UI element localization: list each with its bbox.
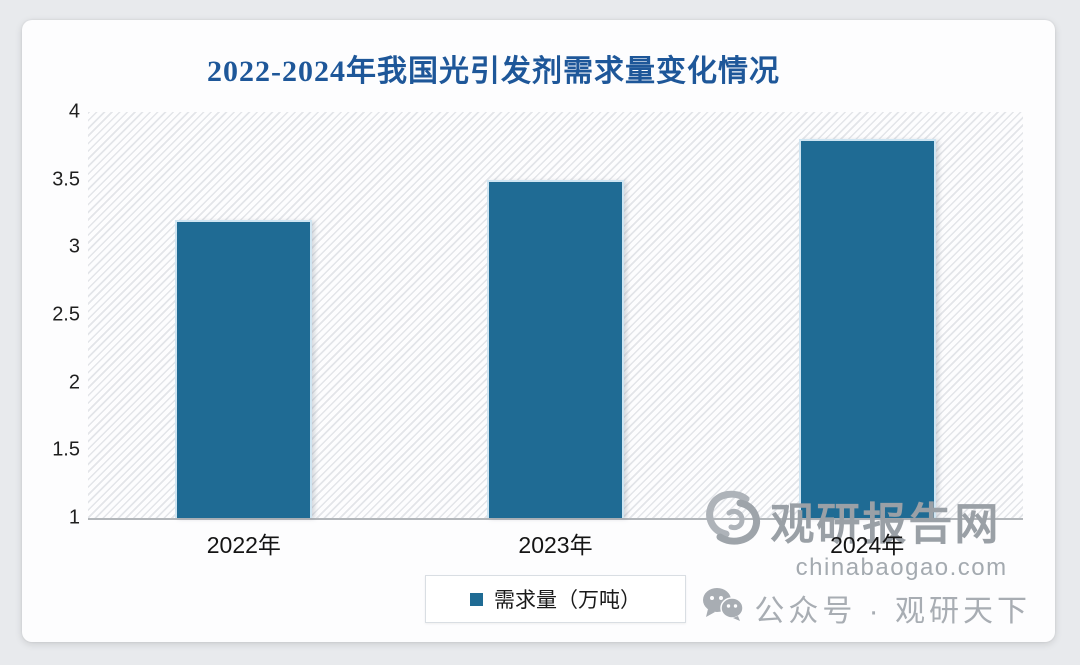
watermark-brand-domain: chinabaogao.com bbox=[795, 554, 1008, 581]
wechat-icon bbox=[702, 587, 745, 629]
y-tick-label: 2.5 bbox=[52, 303, 80, 326]
brand-logo-icon bbox=[702, 489, 764, 552]
x-axis: 2022年 2023年 2024年 bbox=[88, 526, 1023, 560]
bar-slot bbox=[88, 112, 400, 518]
x-tick-label: 2024年 bbox=[830, 532, 905, 558]
bar-slot bbox=[711, 112, 1023, 518]
chart-title: 2022-2024年我国光引发剂需求量变化情况 bbox=[207, 55, 780, 88]
bar-2024年 bbox=[798, 139, 936, 518]
legend-row: 需求量（万吨） bbox=[88, 575, 1023, 623]
y-tick-label: 3 bbox=[68, 235, 80, 258]
watermark-brand-row: 观研报告网 bbox=[702, 488, 1031, 552]
watermark-wechat-line: 公众号 · 观研天下 bbox=[754, 595, 1031, 628]
bar-2023年 bbox=[486, 179, 625, 518]
x-tick-label: 2023年 bbox=[518, 532, 593, 558]
chart-body: 4 3.5 3 2.5 2 1.5 1 bbox=[32, 101, 1023, 529]
watermark-wechat-row: 公众号 · 观研天下 bbox=[702, 586, 1031, 630]
legend-box: 需求量（万吨） bbox=[425, 575, 686, 623]
watermark: 观研报告网 chinabaogao.com 公众号 · 观研天下 bbox=[702, 488, 1031, 630]
x-tick-label: 2022年 bbox=[206, 532, 281, 558]
legend-label: 需求量（万吨） bbox=[494, 589, 641, 612]
watermark-brand-name: 观研报告网 bbox=[770, 500, 1001, 549]
y-tick-label: 2 bbox=[68, 371, 80, 394]
y-tick-label: 3.5 bbox=[52, 168, 80, 191]
bar-2022年 bbox=[175, 220, 313, 518]
legend-marker-icon bbox=[470, 592, 483, 606]
plot-area bbox=[88, 112, 1023, 520]
y-axis: 4 3.5 3 2.5 2 1.5 1 bbox=[32, 101, 88, 529]
y-tick-label: 1 bbox=[68, 506, 80, 529]
y-tick-label: 1.5 bbox=[52, 438, 80, 461]
y-tick-label: 4 bbox=[68, 100, 80, 123]
chart-card: 2022-2024年我国光引发剂需求量变化情况 4 3.5 3 2.5 2 1.5 1 20… bbox=[22, 20, 1055, 642]
bar-slot bbox=[400, 112, 712, 518]
